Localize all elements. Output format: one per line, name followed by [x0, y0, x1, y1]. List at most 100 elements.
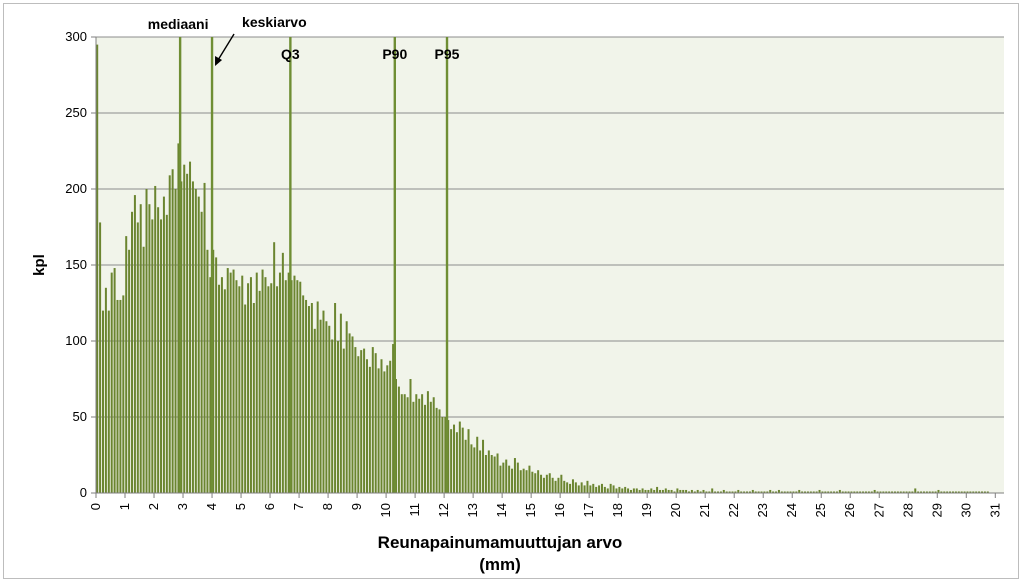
histogram-bar — [542, 477, 545, 493]
histogram-bar — [638, 489, 641, 493]
histogram-bar — [664, 488, 667, 493]
histogram-bar — [183, 164, 186, 493]
histogram-bar — [719, 491, 722, 493]
histogram-bar — [687, 491, 690, 493]
histogram-bars — [96, 44, 989, 494]
histogram-bar — [453, 424, 456, 493]
histogram-bar — [264, 277, 267, 493]
histogram-bar — [374, 353, 377, 493]
histogram-bar — [746, 491, 749, 493]
x-tick-label: 11 — [407, 503, 422, 517]
histogram-bar — [128, 249, 131, 493]
histogram-bar — [751, 489, 754, 493]
histogram-bar — [104, 287, 107, 493]
histogram-bar — [484, 455, 487, 493]
histogram-bar — [690, 489, 693, 493]
histogram-bar — [409, 379, 412, 493]
x-tick-label: 25 — [813, 503, 828, 517]
histogram-bar — [667, 489, 670, 493]
histogram-bar — [305, 299, 308, 493]
y-tick-label: 150 — [65, 257, 87, 272]
histogram-bar — [218, 284, 221, 493]
x-tick-label: 0 — [88, 503, 103, 510]
x-tick-label: 8 — [320, 503, 335, 510]
histogram-bar — [96, 44, 99, 493]
histogram-bar — [296, 280, 299, 493]
histogram-bar — [986, 491, 989, 493]
y-tick-labels: 0 50 100 150 200 250 300 — [65, 29, 96, 500]
histogram-bar — [574, 482, 577, 493]
histogram-bar — [783, 491, 786, 493]
histogram-bar — [331, 339, 334, 493]
histogram-bar — [537, 470, 540, 493]
histogram-bar — [838, 489, 841, 493]
histogram-bar — [528, 465, 531, 493]
histogram-bar — [284, 280, 287, 493]
histogram-bar — [490, 455, 493, 493]
histogram-bar — [148, 204, 151, 493]
x-tick-label: 17 — [581, 503, 596, 517]
x-tick-label: 27 — [871, 503, 886, 517]
histogram-bar — [226, 268, 229, 493]
histogram-bar — [592, 483, 595, 493]
annotation-label: P95 — [435, 46, 460, 62]
histogram-bar — [722, 489, 725, 493]
histogram-bar — [586, 480, 589, 493]
histogram-bar — [769, 489, 772, 493]
histogram-bar — [980, 491, 983, 493]
histogram-bar — [313, 328, 316, 493]
histogram-bar — [142, 246, 145, 493]
histogram-bar — [371, 347, 374, 493]
histogram-bar — [870, 491, 873, 493]
histogram-bar — [734, 491, 737, 493]
x-tick-label: 3 — [175, 503, 190, 510]
histogram-bar — [847, 491, 850, 493]
histogram-bar — [937, 489, 940, 493]
histogram-bar — [186, 173, 189, 494]
histogram-bar — [400, 394, 403, 493]
histogram-bar — [650, 488, 653, 493]
histogram-bar — [261, 269, 264, 493]
histogram-bar — [740, 491, 743, 493]
x-tick-labels: 0 1 2 3 4 5 6 7 8 9 10 11 12 13 14 15 16 17 18 19 20 21 22 23 24… — [88, 493, 1002, 517]
histogram-bar — [281, 252, 284, 493]
histogram-bar — [336, 341, 339, 493]
x-axis-label: Reunapainumamuuttujan arvo — [378, 533, 623, 552]
histogram-bar — [859, 491, 862, 493]
x-tick-label: 18 — [610, 503, 625, 517]
histogram-bar — [270, 283, 273, 493]
histogram-bar — [821, 491, 824, 493]
histogram-bar — [589, 485, 592, 493]
histogram-bar — [873, 489, 876, 493]
histogram-bar — [470, 444, 473, 493]
histogram-bar — [545, 474, 548, 493]
x-tick-label: 21 — [697, 503, 712, 517]
y-tick-label: 250 — [65, 105, 87, 120]
histogram-bar — [432, 397, 435, 493]
histogram-bar — [255, 272, 258, 493]
histogram-bar — [598, 485, 601, 493]
histogram-bar — [891, 491, 894, 493]
histogram-bar — [917, 491, 920, 493]
y-tick-label: 200 — [65, 181, 87, 196]
histogram-bar — [566, 482, 569, 493]
histogram-bar — [879, 491, 882, 493]
histogram-bar — [110, 272, 113, 493]
x-tick-label: 15 — [523, 503, 538, 517]
histogram-bar — [334, 303, 337, 493]
x-tick-label: 5 — [233, 503, 248, 510]
histogram-bar — [220, 277, 223, 493]
histogram-bar — [522, 468, 525, 493]
histogram-bar — [363, 348, 366, 493]
histogram-bar — [812, 491, 815, 493]
histogram-bar — [563, 480, 566, 493]
histogram-bar — [792, 491, 795, 493]
histogram-bar — [534, 473, 537, 493]
histogram-bar — [760, 491, 763, 493]
y-tick-label: 0 — [80, 485, 87, 500]
histogram-bar — [922, 491, 925, 493]
x-tick-label: 1 — [117, 503, 132, 510]
histogram-bar — [493, 456, 496, 493]
annotation-label: mediaani — [148, 16, 209, 32]
histogram-bar — [627, 488, 630, 493]
